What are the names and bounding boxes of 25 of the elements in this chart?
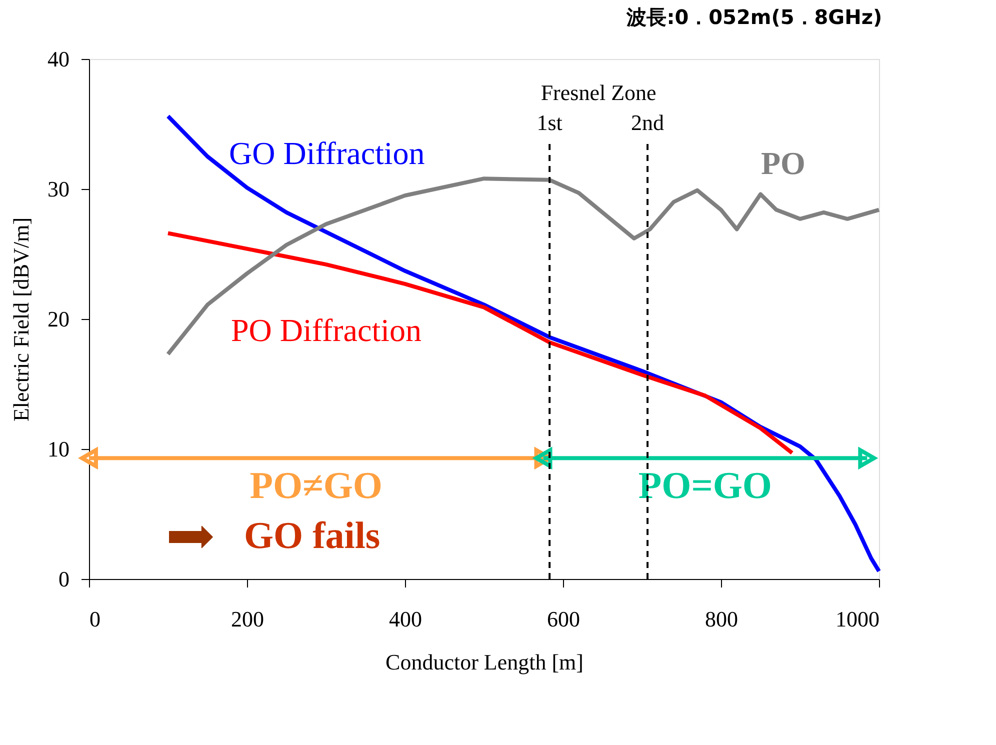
y-tick-label: 30 <box>48 176 70 202</box>
y-tick-label: 20 <box>48 306 70 332</box>
annotation: Fresnel Zone <box>540 80 656 105</box>
x-tick-label: 800 <box>705 606 738 632</box>
y-axis-title: Electric Field [dBV/m] <box>8 217 34 422</box>
y-tick-label: 0 <box>58 566 70 592</box>
x-tick-label: 400 <box>389 606 422 632</box>
series-label: PO Diffraction <box>231 312 422 348</box>
x-tick-label: 1000 <box>836 606 880 632</box>
ref-line-label: 2nd <box>631 110 664 135</box>
ref-line-label: 1st <box>536 110 562 135</box>
series-label: PO≠GO <box>250 465 382 507</box>
x-tick-label: 200 <box>231 606 264 632</box>
series-label: GO Diffraction <box>229 135 425 171</box>
y-tick-label: 40 <box>48 46 70 72</box>
y-tick-label: 10 <box>48 436 70 462</box>
series-label: PO <box>761 145 806 181</box>
x-tick-label: 0 <box>90 606 100 632</box>
x-axis-title: Conductor Length [m] <box>386 650 584 674</box>
x-tick-label: 600 <box>547 606 580 632</box>
series-label: PO=GO <box>638 465 772 507</box>
chart-title: 波長:0．052m(5．8GHz) <box>626 5 882 29</box>
annotation: GO fails <box>244 515 380 557</box>
line-series <box>166 176 881 356</box>
line-series <box>166 231 794 455</box>
